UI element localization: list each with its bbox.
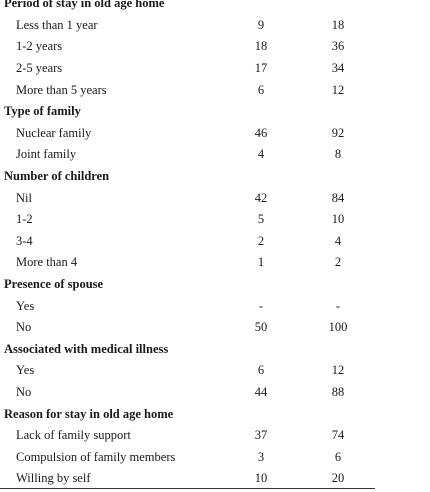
table-row: 1-2 years 18 36 bbox=[0, 36, 375, 58]
count-cell: 42 bbox=[254, 190, 268, 205]
count-cell: 1 bbox=[257, 255, 265, 270]
section-title: Reason for stay in old age home bbox=[4, 406, 174, 421]
percent-cell: 88 bbox=[331, 385, 345, 399]
table-row: Compulsion of family members 3 6 bbox=[0, 447, 375, 469]
table-row: Willing by self 10 20 bbox=[0, 468, 375, 490]
section-title: Period of stay in old age home bbox=[4, 0, 165, 11]
count-cell: - bbox=[258, 298, 264, 313]
count-cell: 17 bbox=[254, 61, 268, 75]
count-cell: 3 bbox=[257, 449, 265, 464]
row-label: 3-4 bbox=[16, 233, 33, 248]
count-cell: 50 bbox=[254, 320, 268, 335]
count-cell: 37 bbox=[254, 428, 268, 443]
section-title: Presence of spouse bbox=[4, 277, 104, 291]
row-label: No bbox=[16, 385, 32, 399]
percent-cell: 34 bbox=[331, 61, 345, 75]
percent-cell: 20 bbox=[331, 471, 345, 486]
count-cell: 6 bbox=[257, 82, 265, 97]
percent-cell: 4 bbox=[334, 233, 342, 248]
count-cell: 10 bbox=[254, 471, 268, 486]
row-label: 1-2 years bbox=[16, 39, 63, 54]
table-row: Less than 1 year 9 18 bbox=[0, 15, 375, 37]
row-label: More than 4 bbox=[16, 255, 78, 270]
percent-cell: 12 bbox=[331, 363, 345, 378]
section-title: Associated with medical illness bbox=[4, 341, 169, 356]
row-label: Nuclear family bbox=[16, 125, 92, 140]
section-row: Presence of spouse bbox=[0, 274, 375, 296]
percent-cell: 84 bbox=[331, 190, 345, 205]
table-row: No 44 88 bbox=[0, 382, 375, 404]
table-row: Nil 42 84 bbox=[0, 188, 375, 210]
percent-cell: 12 bbox=[331, 82, 345, 97]
section-row: Number of children bbox=[0, 166, 375, 188]
percent-cell: 100 bbox=[328, 320, 348, 335]
table-row: No 50 100 bbox=[0, 317, 375, 339]
table-row: More than 5 years 6 12 bbox=[0, 80, 375, 102]
table-row: Joint family 4 8 bbox=[0, 144, 375, 166]
percent-cell: 74 bbox=[331, 428, 345, 443]
row-label: 1-2 bbox=[16, 212, 33, 227]
percent-cell: - bbox=[335, 298, 341, 313]
section-row: Period of stay in old age home bbox=[0, 0, 375, 15]
table-row: Nuclear family 46 92 bbox=[0, 123, 375, 145]
table-row: 2-5 years 17 34 bbox=[0, 58, 375, 80]
count-cell: 2 bbox=[257, 233, 265, 248]
section-row: Reason for stay in old age home bbox=[0, 404, 375, 426]
count-cell: 46 bbox=[254, 125, 268, 140]
section-title: Type of family bbox=[4, 104, 81, 119]
table-row: Lack of family support 37 74 bbox=[0, 425, 375, 447]
section-title: Number of children bbox=[4, 169, 110, 183]
count-cell: 4 bbox=[257, 147, 265, 162]
row-label: More than 5 years bbox=[16, 82, 107, 97]
row-label: Compulsion of family members bbox=[16, 449, 176, 464]
row-label: Lack of family support bbox=[16, 428, 131, 443]
row-label: Joint family bbox=[16, 147, 77, 162]
percent-cell: 6 bbox=[334, 449, 342, 464]
section-row: Type of family bbox=[0, 101, 375, 123]
section-row: Associated with medical illness bbox=[0, 339, 375, 361]
row-label: No bbox=[16, 320, 32, 335]
count-cell: 18 bbox=[254, 39, 268, 54]
percent-cell: 8 bbox=[334, 147, 342, 162]
count-cell: 44 bbox=[254, 385, 268, 399]
percent-cell: 36 bbox=[331, 39, 345, 54]
percent-cell: 2 bbox=[334, 255, 342, 270]
row-label: Yes bbox=[16, 363, 35, 378]
table-row: Yes 6 12 bbox=[0, 360, 375, 382]
count-cell: 9 bbox=[257, 17, 265, 32]
percent-cell: 18 bbox=[331, 17, 345, 32]
percent-cell: 10 bbox=[331, 212, 345, 227]
bottom-rule bbox=[0, 488, 375, 489]
count-cell: 6 bbox=[257, 363, 265, 378]
table-row: Yes - - bbox=[0, 296, 375, 318]
table-row: More than 4 1 2 bbox=[0, 252, 375, 274]
row-label: 2-5 years bbox=[16, 61, 63, 75]
row-label: Yes bbox=[16, 298, 35, 313]
table-row: 3-4 2 4 bbox=[0, 231, 375, 253]
table-row: 1-2 5 10 bbox=[0, 209, 375, 231]
row-label: Less than 1 year bbox=[16, 17, 98, 32]
row-label: Willing by self bbox=[16, 471, 91, 486]
percent-cell: 92 bbox=[331, 125, 345, 140]
count-cell: 5 bbox=[257, 212, 265, 227]
row-label: Nil bbox=[16, 190, 32, 205]
